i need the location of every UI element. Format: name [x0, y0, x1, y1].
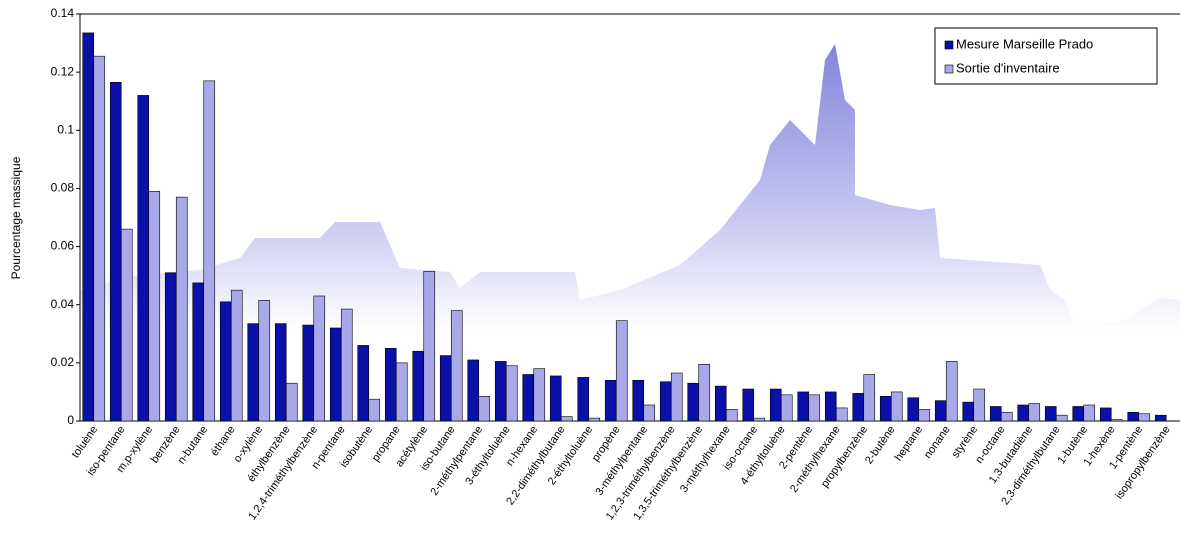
background-skyline — [80, 44, 1180, 330]
y-tick-label: 0 — [67, 413, 74, 427]
bar — [357, 345, 370, 422]
bar — [989, 406, 1002, 422]
y-tick-label: 0.06 — [51, 239, 75, 253]
bar — [412, 350, 425, 422]
y-axis-label: Pourcentage massique — [9, 156, 23, 279]
bar — [890, 391, 903, 422]
bar — [1138, 413, 1151, 422]
bar — [274, 323, 287, 422]
bar — [164, 272, 177, 422]
legend-label: Mesure Marseille Prado — [956, 36, 1093, 51]
bar — [478, 395, 491, 422]
x-tick-label: éthane — [209, 424, 238, 458]
bar — [192, 282, 205, 422]
bar — [879, 395, 892, 422]
bar — [505, 365, 518, 422]
bar — [450, 310, 463, 422]
bar — [945, 361, 958, 422]
bar — [329, 327, 342, 422]
bar — [1099, 407, 1112, 422]
legend-swatch — [944, 40, 954, 50]
bar — [302, 324, 315, 422]
y-tick-label: 0.12 — [51, 64, 75, 78]
bar — [247, 323, 260, 422]
bar — [560, 416, 573, 422]
bar — [1017, 404, 1030, 422]
bar — [368, 398, 381, 422]
bar — [258, 300, 271, 422]
bar — [588, 417, 601, 422]
bar — [467, 359, 480, 422]
bar — [1154, 414, 1167, 422]
legend: Mesure Marseille Prado Sortie d'inventair… — [934, 27, 1158, 85]
bar — [423, 270, 436, 422]
bar — [439, 355, 452, 422]
bar — [313, 295, 326, 422]
bar — [659, 381, 672, 422]
bar — [604, 379, 617, 422]
y-tick-label: 0.08 — [51, 181, 75, 195]
bar — [973, 388, 986, 422]
y-tick-label: 0.1 — [57, 122, 74, 136]
bar — [549, 375, 562, 422]
bar — [962, 401, 975, 422]
bar — [808, 394, 821, 422]
legend-box — [934, 27, 1158, 85]
bar — [148, 191, 161, 422]
y-tick-label: 0.02 — [51, 355, 75, 369]
bar — [1055, 414, 1068, 422]
bar — [742, 388, 755, 422]
bar — [1044, 406, 1057, 422]
bar — [109, 82, 122, 422]
bar — [1110, 419, 1123, 422]
bar — [687, 382, 700, 422]
bar — [863, 374, 876, 422]
bar — [753, 417, 766, 422]
bar — [1083, 404, 1096, 422]
bar — [384, 348, 397, 422]
bar — [769, 388, 782, 422]
legend-swatch — [944, 64, 954, 74]
x-tick-label: heptane — [893, 424, 926, 463]
bar — [1127, 411, 1140, 422]
y-tick-label: 0.04 — [51, 297, 75, 311]
bar — [615, 320, 628, 422]
bar — [725, 409, 738, 422]
bar — [522, 374, 535, 422]
bar — [175, 196, 188, 422]
bar — [120, 228, 133, 422]
bar — [82, 32, 95, 422]
bar — [230, 289, 243, 422]
bar — [1000, 411, 1013, 422]
bar — [494, 361, 507, 422]
bar — [714, 385, 727, 422]
bar — [835, 407, 848, 422]
bar — [643, 404, 656, 422]
y-tick-label: 0.14 — [51, 6, 75, 20]
bar — [797, 391, 810, 422]
bar — [670, 372, 683, 422]
bar — [698, 364, 711, 422]
bar — [219, 301, 232, 422]
bar — [934, 400, 947, 422]
bar — [918, 409, 931, 422]
bar — [93, 55, 106, 422]
bar — [533, 368, 546, 422]
x-tick-label: nonane — [922, 424, 953, 461]
bar — [285, 382, 298, 422]
bar — [203, 80, 216, 422]
bar — [395, 362, 408, 422]
bar — [137, 95, 150, 422]
bar — [852, 393, 865, 422]
bar — [340, 308, 353, 422]
legend-label: Sortie d'inventaire — [956, 60, 1060, 75]
bar — [1072, 406, 1085, 422]
bar — [824, 391, 837, 422]
bar — [907, 397, 920, 422]
bar — [780, 394, 793, 422]
bar — [577, 377, 590, 422]
bar — [632, 379, 645, 422]
bar — [1028, 403, 1041, 422]
